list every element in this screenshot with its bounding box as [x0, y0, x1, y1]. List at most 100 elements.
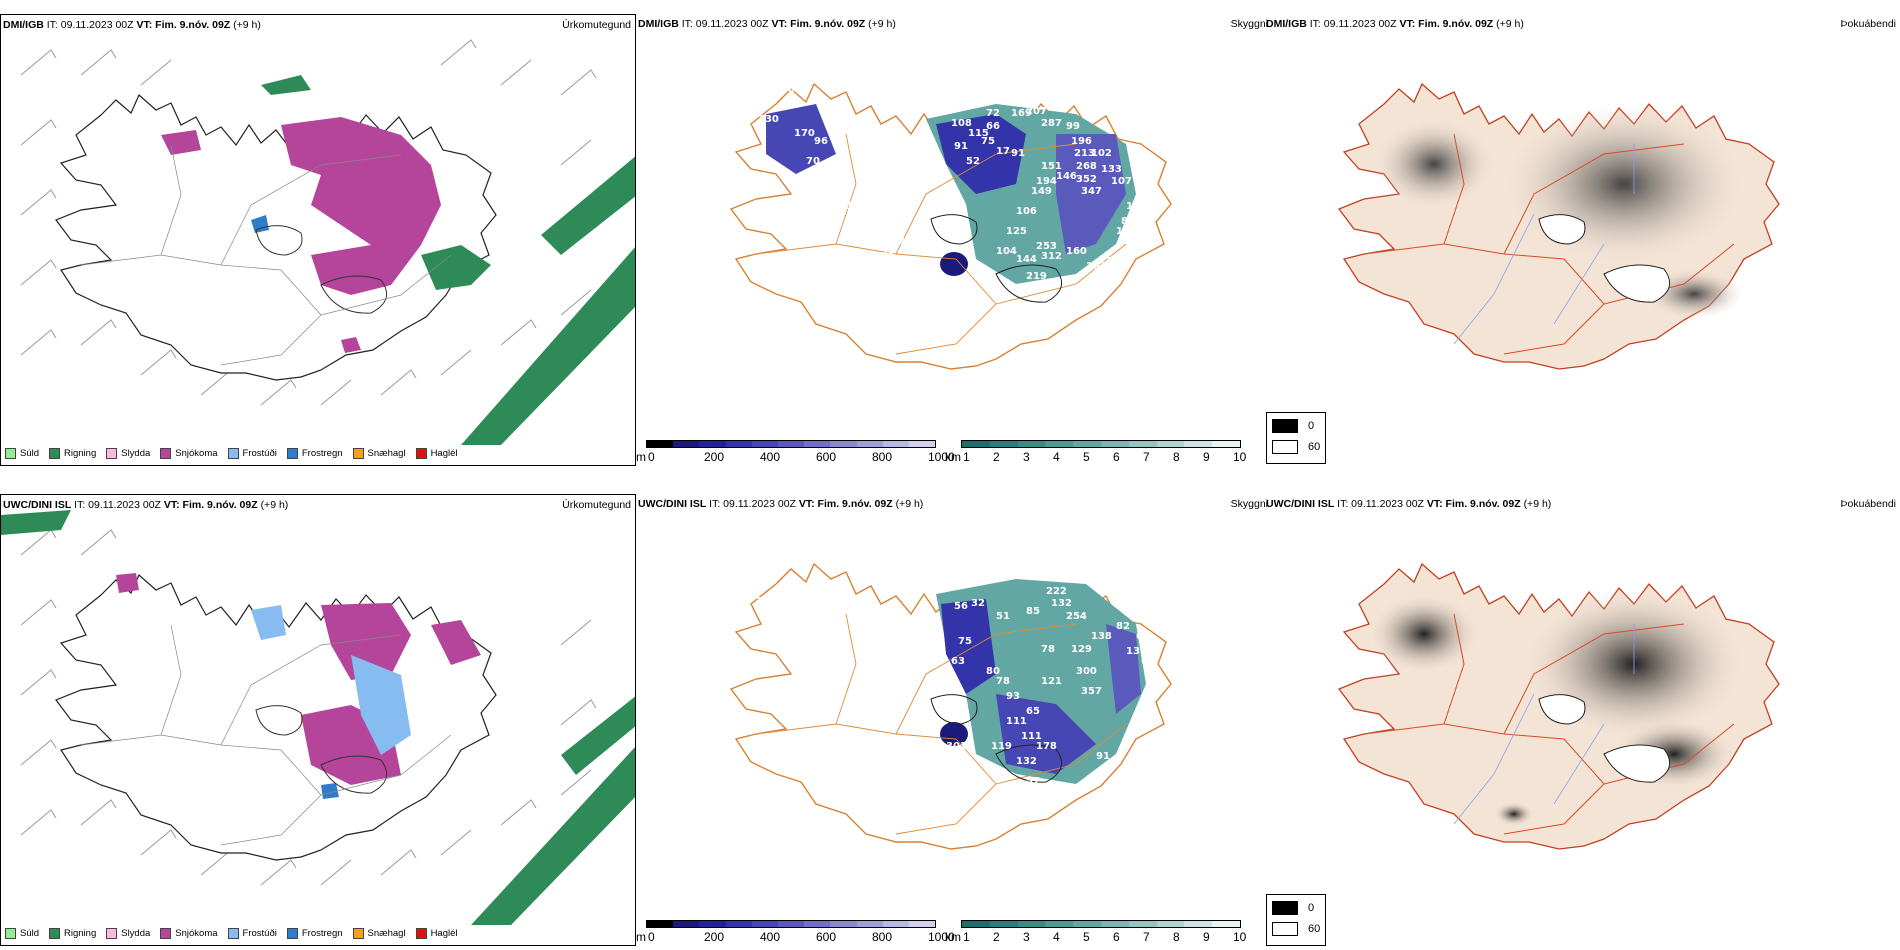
cloud-base-label: 138: [1091, 631, 1112, 642]
rain-band-north: [261, 75, 311, 95]
cloud-base-area-west: [766, 104, 836, 174]
cloud-base-label: 121: [1041, 676, 1062, 687]
colorbar-tick: 7: [1143, 450, 1150, 464]
colorbar-tick: 400: [760, 450, 781, 464]
legend-swatch: [160, 448, 172, 459]
fog-area-west: [1374, 119, 1494, 209]
colorbar-tick: 400: [760, 930, 781, 944]
legend-swatch: [106, 928, 118, 939]
cloud-base-label: 130: [758, 114, 779, 125]
legend-label: Slydda: [121, 448, 151, 459]
precip-map: [1, 510, 635, 925]
cloud-base-label: 144: [1016, 254, 1037, 265]
fog-area: [1504, 104, 1744, 264]
cloud-base-label: 133: [884, 236, 905, 247]
cloud-base-cell: [940, 722, 968, 746]
cloud-base-cell: [940, 252, 968, 276]
legend-item: Snjókoma: [160, 448, 218, 459]
fog-area-west: [1369, 594, 1479, 674]
legend-swatch: [415, 448, 427, 459]
cloud-base-label: 178: [1036, 741, 1057, 752]
colorbar-tick: 9: [1203, 930, 1210, 944]
legend-item: Snæhagl: [352, 448, 406, 459]
cloud-base-label: 301: [946, 741, 967, 752]
cloud-base-label: 64: [851, 736, 865, 747]
colorbar-tick: 4: [1053, 930, 1060, 944]
cloud-base-label: 151: [1041, 161, 1062, 172]
cloud-base-label: 82: [1116, 621, 1130, 632]
fog-legend-low: 60: [1308, 441, 1321, 453]
coastline: [55, 94, 497, 381]
legend-item: Haglél: [415, 928, 458, 939]
visibility-colorbar-row1: km 1 2 3 4 5 6 7 8 9 10: [945, 440, 1246, 470]
cloud-base-label: 131: [1126, 646, 1147, 657]
cloud-base-label: 106: [1016, 206, 1037, 217]
cloud-base-label: 100: [786, 558, 807, 569]
product-name: Þokuábendi: [1840, 18, 1896, 30]
legend-item: Snæhagl: [352, 928, 406, 939]
cloud-base-label: 219: [1026, 271, 1047, 282]
snow-area: [281, 117, 441, 295]
fog-legend-high: 0: [1308, 420, 1315, 432]
road-network: [80, 144, 452, 366]
cloud-base-label: 93: [1006, 691, 1020, 702]
cloud-base-label: 91: [1011, 148, 1025, 159]
freezing-drizzle-north: [251, 605, 286, 640]
height-colorbar-row1: m 0 200 400 600 800 1000: [636, 440, 955, 470]
legend-item: Haglél: [415, 448, 458, 459]
legend-label: Frostúði: [242, 928, 277, 939]
precip-legend: Súld Rigning Slydda Snjókoma Frostúði Frostre…: [5, 928, 458, 939]
cloud-base-label: 96: [814, 136, 828, 147]
cloud-base-label: 75: [981, 136, 995, 147]
product-name: Úrkomutegund: [562, 19, 631, 31]
cloud-base-label: 207: [1026, 106, 1047, 117]
snow-area-west: [161, 130, 201, 155]
legend-swatch: [227, 448, 239, 459]
cloud-base-label: 111: [1006, 716, 1027, 727]
rain-band-offshore-2: [541, 156, 635, 255]
cloud-base-label: 23: [1136, 176, 1150, 187]
legend-item: Rigning: [49, 928, 96, 939]
cloud-base-label: 104: [996, 246, 1017, 257]
colorbar-tick: 1000: [928, 930, 955, 944]
legend-item: Slydda: [106, 928, 150, 939]
colorbar-tick: 5: [1083, 450, 1090, 464]
colorbar-tick: 8: [1173, 930, 1180, 944]
cloud-base-label: 65: [1026, 706, 1040, 717]
colorbar-tick: 7: [1143, 930, 1150, 944]
cloud-base-label: 254: [1066, 611, 1087, 622]
cloud-base-label: 91: [1096, 751, 1110, 762]
legend-swatch: [286, 448, 298, 459]
cloud-base-label: 160: [1066, 246, 1087, 257]
freezing-drizzle-area: [351, 655, 411, 755]
colorbar-tick: 3: [1023, 450, 1030, 464]
legend-swatch: [160, 928, 172, 939]
fog-panel-row1: DMI/IGB IT: 09.11.2023 00Z VT: Fim. 9.nó…: [1264, 14, 1900, 466]
precip-map: [20, 39, 635, 445]
cloud-base-label: 72: [1126, 116, 1140, 127]
height-unit: m: [636, 450, 646, 464]
snow-area-south: [341, 337, 361, 353]
cloud-base-area-east: [1056, 134, 1126, 254]
cloud-base-label: 32: [971, 598, 985, 609]
colorbar-tick: 10: [1233, 930, 1247, 944]
cloud-base-label: 268: [1076, 161, 1097, 172]
cloud-base-label: 65: [881, 251, 895, 262]
legend-swatch: [106, 448, 118, 459]
visibility-unit: km: [945, 450, 961, 464]
precip-legend: Súld Rigning Slydda Snjókoma Frostúði Frostre…: [5, 448, 458, 459]
river-network: [1453, 624, 1635, 825]
cloud-base-label: 103: [1106, 256, 1127, 267]
colorbar-tick: 6: [1113, 450, 1120, 464]
legend-swatch: [49, 448, 61, 459]
cloud-base-label: 312: [1041, 251, 1062, 262]
legend-label: Rigning: [64, 928, 97, 939]
legend-swatch: [227, 928, 239, 939]
freezing-rain-area: [321, 783, 339, 799]
panel-title: UWC/DINI ISL IT: 09.11.2023 00Z VT: Fim.…: [3, 499, 289, 511]
road-network: [1363, 133, 1735, 355]
precip-panel-row2: UWC/DINI ISL IT: 09.11.2023 00Z VT: Fim.…: [0, 494, 636, 946]
cloud-panel-row1: DMI/IGB IT: 09.11.2023 00Z VT: Fim. 9.nó…: [636, 14, 1272, 466]
